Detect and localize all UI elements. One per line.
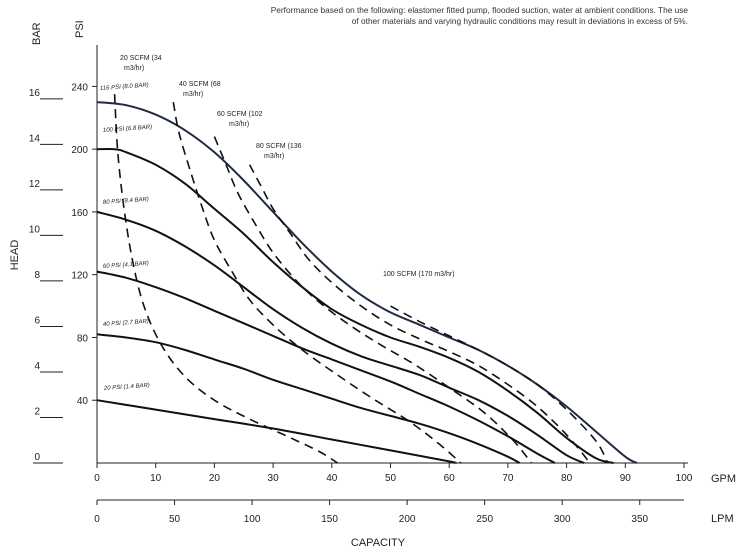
pressure-curve-label: 80 PSI (8.4 BAR)	[103, 197, 149, 206]
x-tick-label-gpm: 80	[561, 473, 573, 484]
x-tick-label-lpm: 50	[169, 514, 181, 525]
x-tick-label-gpm: 10	[150, 473, 162, 484]
y-tick-label-bar: 14	[29, 133, 41, 144]
x-tick-label-gpm: 20	[209, 473, 221, 484]
x-tick-label-gpm: 30	[268, 473, 280, 484]
air-curve-label: 40 SCFM (68	[179, 81, 221, 88]
air-curve-label: 80 SCFM (136	[256, 143, 302, 150]
x-tick-label-lpm: 150	[321, 514, 338, 525]
x-axis-title: CAPACITY	[351, 537, 406, 549]
y-tick-label-psi: 160	[71, 208, 88, 219]
series-group	[96, 94, 638, 464]
y-tick-label-psi: 120	[71, 271, 88, 282]
air-consumption-curve	[213, 136, 533, 464]
x-tick-label-gpm: 0	[94, 473, 100, 484]
x-tick-label-lpm: 300	[554, 514, 571, 525]
air-curve-label: 100 SCFM (170 m3/hr)	[383, 271, 455, 278]
performance-note: Performance based on the following: elas…	[270, 5, 688, 26]
y-tick-label-bar: 10	[29, 224, 41, 235]
pressure-curve	[96, 147, 614, 464]
pressure-curve-label: 100 PSI (6.8 BAR)	[103, 125, 153, 134]
air-consumption-curve	[248, 164, 591, 464]
y-tick-label-psi: 40	[77, 396, 89, 407]
y-axis-title: HEAD	[9, 240, 21, 271]
x-tick-label-gpm: 70	[502, 473, 514, 484]
air-curve-label: m3/hr)	[229, 121, 249, 128]
y-tick-label-bar: 4	[34, 361, 40, 372]
x-tick-label-gpm: 90	[620, 473, 632, 484]
air-curve-label: 60 SCFM (102	[217, 111, 263, 118]
x-tick-label-lpm: 200	[399, 514, 416, 525]
pressure-curve-label: 60 PSI (4.1 BAR)	[103, 261, 149, 270]
pressure-curve	[96, 210, 585, 464]
x-tick-label-lpm: 100	[244, 514, 261, 525]
y-tick-label-psi: 200	[71, 145, 88, 156]
y-unit-psi: PSI	[74, 20, 86, 38]
pressure-curve-label: 20 PSI (1.4 BAR)	[103, 383, 150, 392]
pressure-curve	[96, 101, 638, 464]
pressure-curve	[96, 399, 457, 464]
y-tick-label-bar: 6	[34, 315, 40, 326]
air-curve-label: m3/hr)	[124, 65, 144, 72]
pressure-curve	[96, 270, 556, 464]
y-tick-label-bar: 12	[29, 179, 41, 190]
pressure-curve-label: 40 PSI (2.7 BAR)	[103, 319, 149, 328]
x-tick-label-gpm: 100	[676, 473, 693, 484]
x-tick-label-gpm: 50	[385, 473, 397, 484]
x-tick-label-gpm: 40	[326, 473, 338, 484]
air-curve-label: m3/hr)	[183, 91, 203, 98]
y-tick-label-bar: 2	[34, 406, 40, 417]
x-tick-label-lpm: 0	[94, 514, 100, 525]
x-unit-gpm: GPM	[711, 473, 736, 485]
y-tick-label-bar: 8	[34, 270, 40, 281]
air-curve-label: m3/hr)	[264, 153, 284, 160]
y-tick-label-bar: 0	[34, 452, 40, 463]
air-consumption-curve	[172, 101, 462, 464]
pressure-curve	[96, 333, 521, 464]
y-unit-bar: BAR	[31, 22, 43, 45]
y-tick-label-psi: 240	[71, 82, 88, 93]
y-tick-label-bar: 16	[29, 88, 41, 99]
pressure-curve-label: 116 PSI (8.0 BAR)	[100, 83, 149, 92]
air-consumption-curve	[113, 94, 339, 464]
labels-group: HEAD CAPACITY 116 PSI (8.0 BAR) 100 PSI (6.…	[9, 55, 455, 549]
x-unit-lpm: LPM	[711, 513, 734, 525]
x-tick-label-gpm: 60	[444, 473, 456, 484]
x-tick-label-lpm: 250	[476, 514, 493, 525]
air-curve-label: 20 SCFM (34	[120, 55, 162, 62]
y-tick-label-psi: 80	[77, 333, 89, 344]
axes-group	[33, 45, 688, 501]
x-tick-label-lpm: 350	[631, 514, 648, 525]
